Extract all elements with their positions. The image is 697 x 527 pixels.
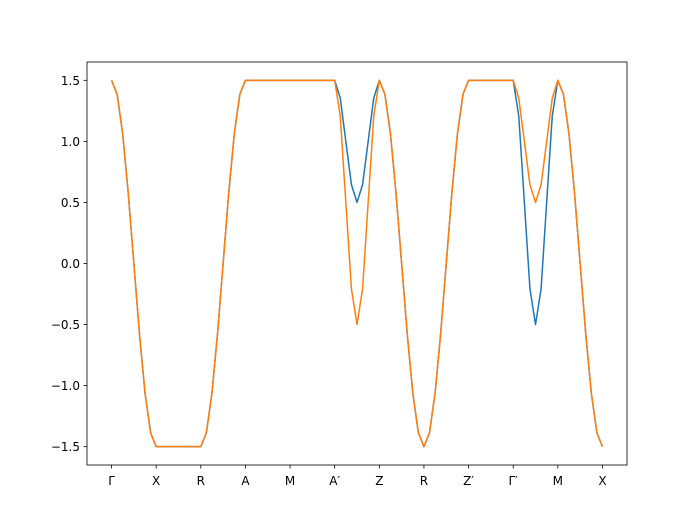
x-tick-label: M (285, 474, 295, 488)
x-tick-label: Γ (108, 474, 115, 488)
y-tick-label: 1.0 (61, 135, 80, 149)
series-line (110, 79, 604, 448)
x-tick-label: Γ′ (508, 474, 518, 488)
y-tick-label: −0.5 (51, 318, 80, 332)
x-tick-label: R (197, 474, 205, 488)
x-tick-label: A (241, 474, 250, 488)
y-tick-label: 1.5 (61, 74, 80, 88)
y-tick-label: 0.0 (61, 257, 80, 271)
x-tick-label: X (152, 474, 160, 488)
x-tick-label: M (553, 474, 563, 488)
y-tick-label: 0.5 (61, 196, 80, 210)
y-tick-label: −1.0 (51, 379, 80, 393)
x-tick-label: A′ (329, 474, 340, 488)
x-tick-label: R (420, 474, 428, 488)
x-tick-label: Z′ (463, 474, 474, 488)
axes-frame (86, 61, 628, 466)
y-tick-label: −1.5 (51, 440, 80, 454)
x-tick-label: Z (375, 474, 383, 488)
x-tick-label: X (598, 474, 606, 488)
